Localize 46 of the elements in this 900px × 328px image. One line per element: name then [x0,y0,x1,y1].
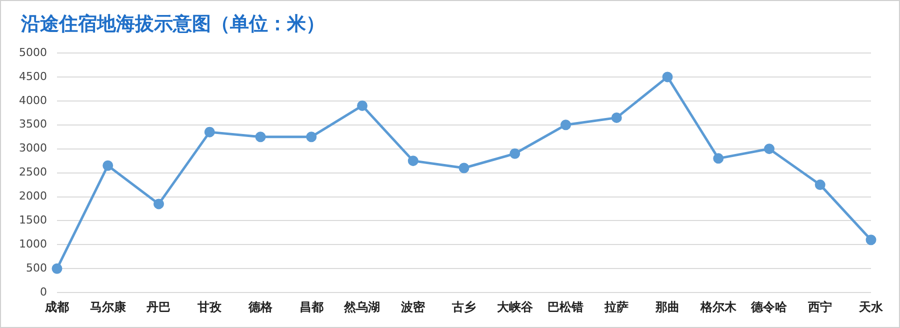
point [510,148,520,159]
point [52,263,62,274]
y-tick-label: 2000 [18,190,47,203]
y-tick-label: 4500 [18,70,47,83]
x-tick-label: 成都 [44,300,69,314]
x-tick-label: 马尔康 [90,300,127,314]
point [153,198,164,210]
y-tick-label: 1500 [18,214,47,227]
x-tick-label: 拉萨 [604,300,629,314]
x-tick-label: 波密 [400,300,426,314]
point [306,132,317,142]
y-tick-label: 0 [40,285,47,298]
point [102,160,114,171]
x-tick-label: 德令哈 [750,300,788,314]
x-tick-label: 大峡谷 [496,300,534,314]
point [662,72,673,82]
chart-title: 沿途住宿地海拔示意图（单位：米） [21,12,325,37]
point [764,144,774,154]
x-tick-label: 甘孜 [196,300,223,314]
point [458,162,470,174]
point [560,120,571,130]
y-tick-label: 5000 [18,46,47,59]
x-tick-label: 西宁 [807,300,832,314]
x-tick-label: 昌都 [299,300,324,314]
y-tick-label: 3500 [18,118,47,131]
y-tick-label: 500 [26,262,47,274]
point [611,112,622,123]
y-tick-label: 1000 [18,238,47,251]
point [408,156,418,166]
y-tick-label: 3000 [18,142,47,155]
point [204,126,215,138]
y-tick-label: 4000 [18,94,47,107]
x-tick-label: 巴松错 [548,300,584,314]
point [866,234,876,246]
point [814,180,826,190]
point [713,153,724,164]
x-tick-label: 天水 [858,300,884,314]
x-tick-label: 格尔木 [699,300,738,314]
y-tick-label: 2500 [18,166,47,179]
point [356,100,368,111]
x-tick-label: 德格 [247,300,274,314]
x-tick-label: 然乌湖 [343,300,380,314]
point [255,132,266,142]
x-tick-label: 那曲 [654,300,680,314]
x-tick-label: 丹巴 [146,300,171,314]
x-tick-label: 古乡 [450,300,476,314]
